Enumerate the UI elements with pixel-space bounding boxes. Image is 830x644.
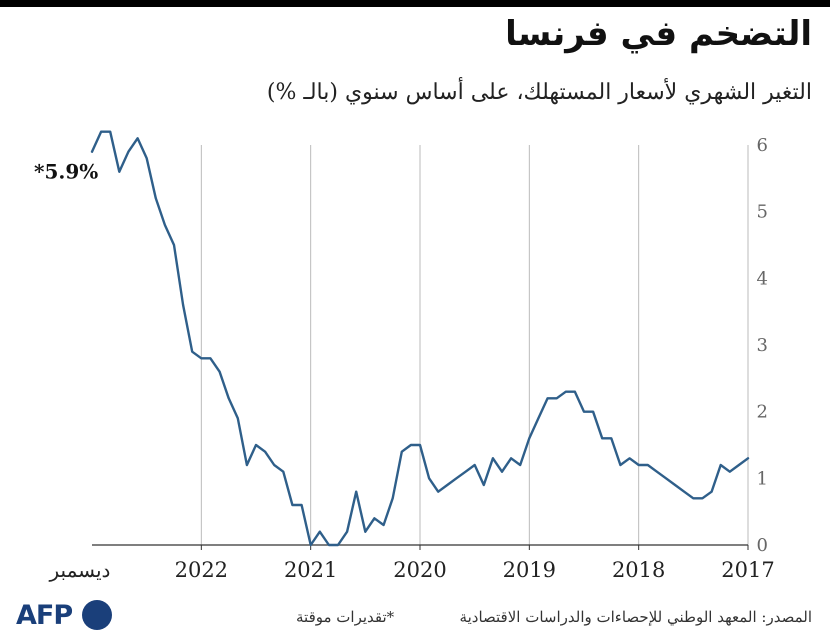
y-tick-label: 2 (757, 402, 768, 423)
afp-logo: AFP (16, 598, 116, 634)
afp-logo-text: AFP (16, 600, 73, 631)
y-tick-label: 3 (757, 335, 768, 356)
source-credit: المصدر: المعهد الوطني للإحصاءات والدراسا… (459, 608, 812, 626)
line-chart: 0 1 2 3 4 5 6 2017 2018 2019 2020 2021 2022 ديسمبر *5.… (34, 130, 775, 582)
x-tick-label: 2019 (503, 558, 556, 582)
x-tick-label-december: ديسمبر (49, 558, 111, 582)
x-tick-label: 2020 (393, 558, 446, 582)
top-bar (0, 0, 830, 7)
x-tick-label: 2022 (175, 558, 228, 582)
footnote: *تقديرات موقتة (296, 608, 395, 626)
chart-subtitle: التغير الشهري لأسعار المستهلك، على أساس … (266, 80, 812, 105)
afp-logo-circle (82, 600, 112, 630)
y-tick-label: 4 (757, 268, 768, 289)
x-tick-label: 2021 (284, 558, 337, 582)
y-tick-label: 6 (757, 135, 768, 156)
y-tick-label: 0 (757, 535, 768, 556)
x-tick-label: 2017 (721, 558, 774, 582)
chart-title: التضخم في فرنسا (505, 14, 812, 54)
y-tick-label: 1 (757, 468, 768, 489)
y-tick-label: 5 (757, 202, 768, 223)
last-value-annotation: *5.9% (34, 160, 98, 184)
x-tick-label: 2018 (612, 558, 665, 582)
inflation-line (90, 130, 750, 547)
